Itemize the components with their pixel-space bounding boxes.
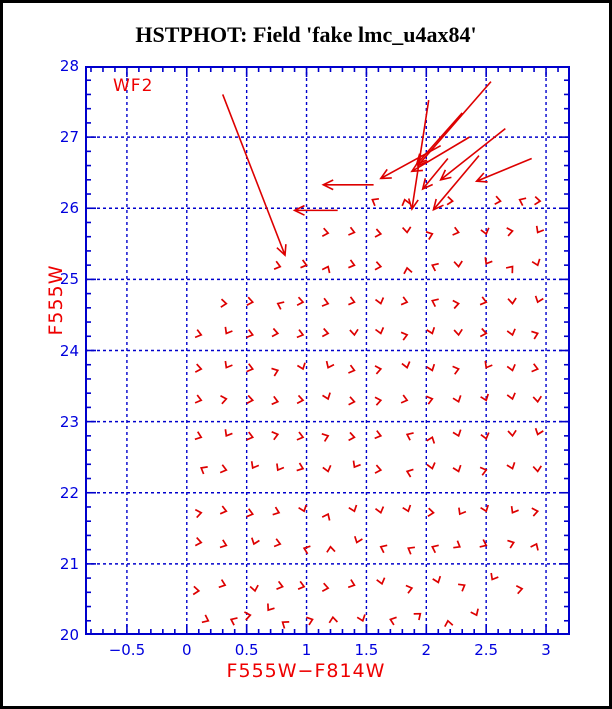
y-tick-label: 21 (59, 554, 79, 573)
x-tick-label: 3 (541, 641, 551, 659)
y-tick-label: 28 (59, 57, 79, 75)
plot-area (85, 66, 570, 635)
x-tick-label: 2 (421, 641, 432, 659)
x-axis-title: F555W−F814W (226, 660, 386, 682)
y-tick-label: 27 (59, 128, 79, 147)
x-tick-label: 1.5 (354, 641, 379, 659)
x-tick-label: −0.5 (108, 641, 146, 659)
y-tick-label: 24 (59, 341, 79, 360)
plot-frame (85, 66, 570, 635)
x-tick-label: 0.5 (234, 641, 259, 659)
y-tick-label: 26 (59, 199, 79, 218)
chip-label: WF2 (113, 76, 154, 96)
y-tick-label: 22 (59, 483, 79, 502)
y-tick-label: 23 (59, 412, 79, 431)
y-tick-label: 25 (59, 270, 79, 289)
x-tick-label: 2.5 (474, 641, 499, 659)
offset-vectors (221, 81, 532, 257)
x-tick-label: 0 (182, 641, 192, 659)
grid-lines (85, 66, 570, 635)
page-title: HSTPHOT: Field 'fake lmc_u4ax84' (135, 22, 477, 47)
data-markers (192, 195, 545, 629)
y-tick-label: 20 (59, 626, 79, 644)
x-tick-label: 1 (301, 641, 312, 659)
